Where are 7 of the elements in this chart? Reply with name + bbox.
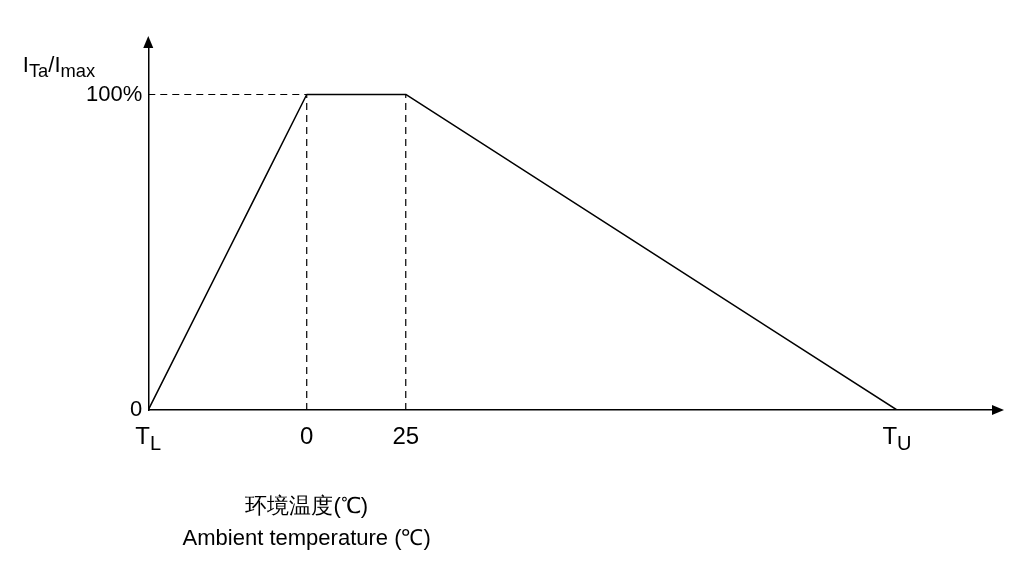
y-axis-title: I$_{Ta}$/I$_{max}$ bbox=[21, 52, 97, 83]
x-tick-label: 0 bbox=[299, 422, 315, 450]
y-tick-label: 100% bbox=[85, 80, 143, 106]
x-tick-label: T$_{U}$ bbox=[881, 422, 913, 455]
x-tick-label: 25 bbox=[391, 422, 421, 450]
x-axis-title: 环境温度(℃) Ambient temperature (℃) bbox=[181, 492, 432, 552]
x-tick-label: T$_{L}$ bbox=[134, 422, 163, 455]
